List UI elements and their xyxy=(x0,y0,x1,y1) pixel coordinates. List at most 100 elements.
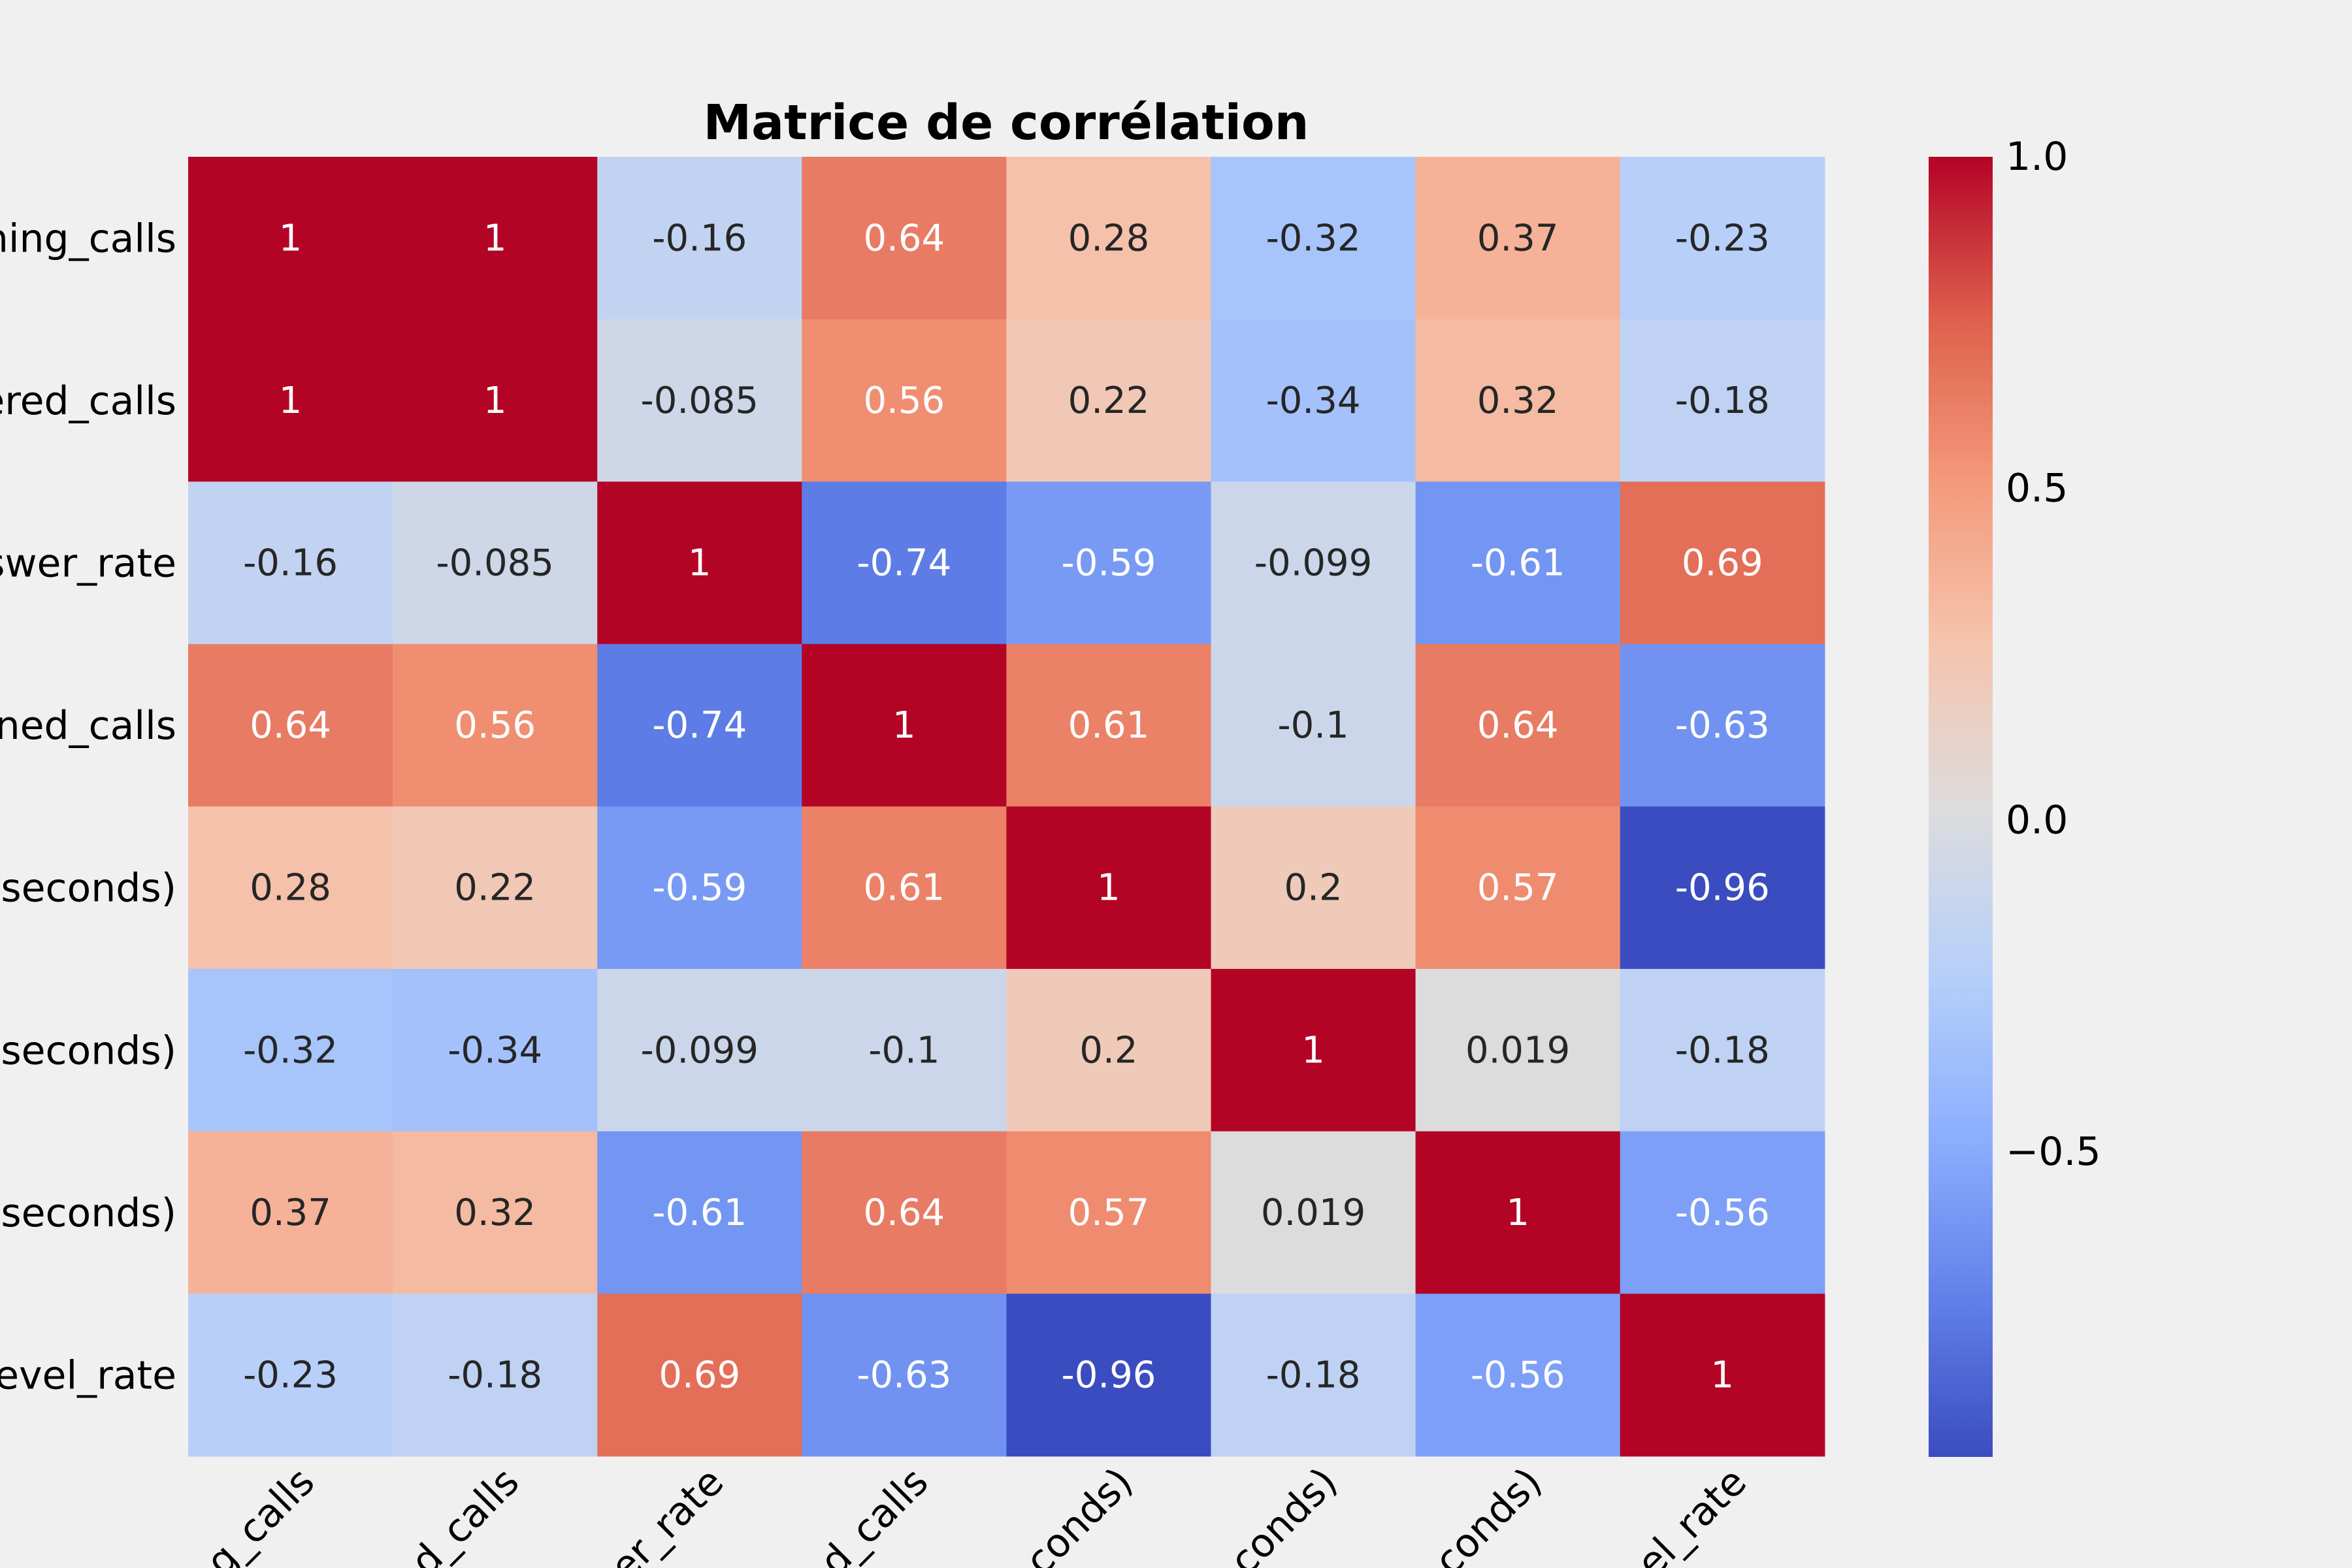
heatmap-cell-r6-c2 xyxy=(597,1131,802,1294)
cell-annotation: -0.96 xyxy=(1061,1354,1156,1397)
cell-annotation: 0.2 xyxy=(1079,1029,1137,1071)
heatmap-cell-r5-c0 xyxy=(188,969,393,1132)
cell-annotation: -0.18 xyxy=(1266,1354,1361,1397)
heatmap-cell-r6-c1 xyxy=(393,1131,598,1294)
heatmap-cell-r2-c5 xyxy=(1211,482,1416,645)
heatmap-cell-r2-c3 xyxy=(802,482,1007,645)
heatmap-cell-r3-c5 xyxy=(1211,644,1416,807)
heatmap-cell-r7-c1 xyxy=(393,1294,598,1457)
heatmap-cell-r3-c0 xyxy=(188,644,393,807)
row-labels: hing_calls ered_calls swer_rate ned_calls (s… xyxy=(0,216,176,1398)
heatmap-cell-r1-c2 xyxy=(597,319,802,482)
cell-annotation: -0.1 xyxy=(868,1029,939,1071)
cell-annotation: -0.96 xyxy=(1675,867,1770,909)
heatmap-cell-r6-c7 xyxy=(1620,1131,1825,1294)
cell-annotation: -0.32 xyxy=(1266,217,1361,259)
heatmap-cell-r1-c7 xyxy=(1620,319,1825,482)
cell-annotation: 0.32 xyxy=(1477,380,1559,422)
heatmap-cell-r0-c0 xyxy=(188,157,393,320)
cell-annotation: 0.28 xyxy=(1068,217,1150,259)
heatmap-cell-r7-c3 xyxy=(802,1294,1007,1457)
cell-annotation: -0.099 xyxy=(1254,542,1373,585)
heatmap-cell-r1-c6 xyxy=(1415,319,1621,482)
cell-annotation: -0.23 xyxy=(1675,217,1770,259)
heatmap-cell-r5-c7 xyxy=(1620,969,1825,1132)
heatmap-cell-r0-c2 xyxy=(597,157,802,320)
cell-annotation: -0.63 xyxy=(1675,704,1770,747)
column-label: el_rate xyxy=(1628,1459,1756,1568)
cell-annotation: -0.59 xyxy=(1061,542,1156,585)
cell-annotation: -0.34 xyxy=(1266,380,1361,422)
column-label: conds) xyxy=(1017,1459,1141,1568)
cell-annotation: -0.16 xyxy=(652,217,747,259)
column-label: d_calls xyxy=(811,1459,938,1568)
cell-annotation: 0.32 xyxy=(454,1192,536,1234)
heatmap-cell-r4-c6 xyxy=(1415,806,1621,970)
heatmap-cell-r3-c1 xyxy=(393,644,598,807)
cell-annotation: -0.18 xyxy=(1675,1029,1770,1071)
cell-annotation: 0.019 xyxy=(1261,1192,1365,1234)
cell-annotation: -0.56 xyxy=(1471,1354,1565,1397)
heatmap-cell-r0-c3 xyxy=(802,157,1007,320)
column-labels: g_calls d_calls er_rate d_calls conds) conds)… xyxy=(198,1459,1756,1568)
chart-title: Matrice de corrélation xyxy=(704,95,1309,151)
heatmap-cell-r5-c1 xyxy=(393,969,598,1132)
cell-annotation: 1 xyxy=(1301,1029,1325,1071)
heatmap-cell-r7-c7 xyxy=(1620,1294,1825,1457)
heatmap-annotations: 1 1 -0.16 0.64 0.28 -0.32 0.37 -0.23 1 1 -0.085 0.5… xyxy=(243,217,1770,1396)
cell-annotation: -0.085 xyxy=(640,380,759,422)
cell-annotation: -0.16 xyxy=(243,542,338,585)
cell-annotation: 0.64 xyxy=(864,217,945,259)
heatmap-cell-r2-c4 xyxy=(1006,482,1212,645)
cell-annotation: 0.64 xyxy=(1477,704,1559,747)
column-label: conds) xyxy=(1221,1459,1346,1568)
row-label: hing_calls xyxy=(0,216,176,261)
heatmap-cell-r5-c2 xyxy=(597,969,802,1132)
cell-annotation: -0.56 xyxy=(1675,1192,1770,1234)
colorbar-ticks: 1.0 0.5 0.0 −0.5 xyxy=(2006,134,2101,1175)
heatmap-cell-r3-c7 xyxy=(1620,644,1825,807)
column-label: d_calls xyxy=(402,1459,529,1568)
cell-annotation: -0.61 xyxy=(652,1192,747,1234)
heatmap-cell-r2-c1 xyxy=(393,482,598,645)
colorbar-tick-label: 0.5 xyxy=(2006,466,2068,512)
cell-annotation: 1 xyxy=(1710,1354,1734,1397)
cell-annotation: 1 xyxy=(279,217,302,259)
cell-annotation: -0.61 xyxy=(1471,542,1565,585)
cell-annotation: -0.1 xyxy=(1277,704,1348,747)
heatmap-cell-r4-c4 xyxy=(1006,806,1212,970)
heatmap-cell-r1-c4 xyxy=(1006,319,1212,482)
cell-annotation: -0.63 xyxy=(857,1354,951,1397)
heatmap-cell-r7-c2 xyxy=(597,1294,802,1457)
heatmap-cell-r1-c3 xyxy=(802,319,1007,482)
cell-annotation: 0.69 xyxy=(1682,542,1763,585)
heatmap-cell-r6-c3 xyxy=(802,1131,1007,1294)
heatmap-cell-r2-c0 xyxy=(188,482,393,645)
cell-annotation: 0.57 xyxy=(1477,867,1559,909)
colorbar-tick-label: 0.0 xyxy=(2006,797,2068,843)
heatmap-cell-r6-c5 xyxy=(1211,1131,1416,1294)
cell-annotation: 0.61 xyxy=(1068,704,1150,747)
cell-annotation: 0.69 xyxy=(659,1354,740,1397)
cell-annotation: -0.23 xyxy=(243,1354,338,1397)
heatmap-cell-r3-c4 xyxy=(1006,644,1212,807)
heatmap-cell-r6-c0 xyxy=(188,1131,393,1294)
cell-annotation: 1 xyxy=(1506,1192,1529,1234)
row-label: (seconds) xyxy=(0,866,176,911)
column-label: g_calls xyxy=(198,1459,324,1568)
heatmap-cell-r7-c5 xyxy=(1211,1294,1416,1457)
heatmap-cell-r6-c4 xyxy=(1006,1131,1212,1294)
cell-annotation: 0.28 xyxy=(250,867,331,909)
heatmap-cell-r0-c4 xyxy=(1006,157,1212,320)
heatmap-cell-r5-c4 xyxy=(1006,969,1212,1132)
row-label: evel_rate xyxy=(0,1353,176,1399)
heatmap-cell-r7-c4 xyxy=(1006,1294,1212,1457)
row-label: ered_calls xyxy=(0,378,176,424)
heatmap-cells xyxy=(188,157,1825,1457)
heatmap-cell-r4-c0 xyxy=(188,806,393,970)
heatmap-cell-r7-c6 xyxy=(1415,1294,1621,1457)
cell-annotation: -0.32 xyxy=(243,1029,338,1071)
cell-annotation: -0.18 xyxy=(1675,380,1770,422)
cell-annotation: 1 xyxy=(279,380,302,422)
heatmap-cell-r4-c2 xyxy=(597,806,802,970)
